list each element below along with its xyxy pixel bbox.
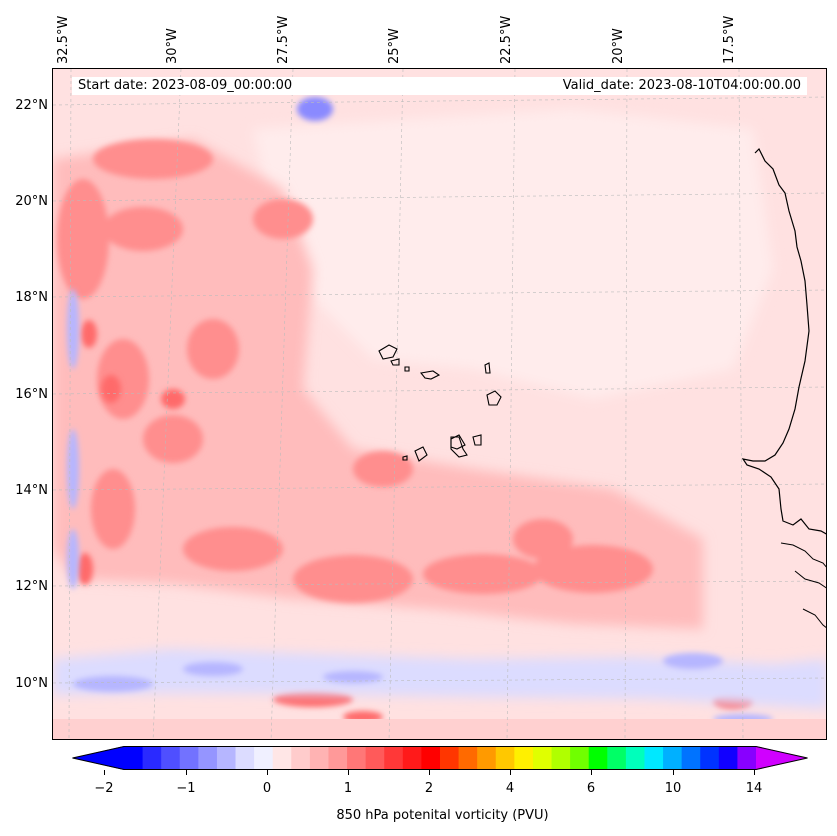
latitude-label: 16°N [15,387,48,402]
coastline [802,608,826,629]
colorbar-cell [216,746,237,770]
latitude-label: 20°N [15,194,48,209]
colorbar-tickmark [104,770,105,775]
colorbar-cell [514,746,534,770]
latitude-label: 12°N [15,579,48,594]
negative-pv-cells [67,289,773,724]
colorbar-tick-label: −2 [94,781,114,796]
colorbar-cell [198,746,218,770]
colorbar-tickmark [267,770,268,775]
colorbar-tick-label: 14 [745,781,763,796]
colorbar-tickmark [186,770,187,775]
colorbar-label: 850 hPa potenital vorticity (PVU) [336,808,549,823]
low-pv-region [253,109,773,399]
colorbar-tickmark [510,770,511,775]
start-date-label: Start date: 2023-08-09_00:00:00 [78,78,293,93]
colorbar-cell [700,746,720,770]
colorbar-cell [737,746,757,770]
colorbar-outline [72,746,808,770]
colorbar-tick-label: 0 [262,781,272,796]
latitude-label: 18°N [15,290,48,305]
colorbar-cell [384,746,404,770]
colorbar-cell [607,746,627,770]
longitude-label: 30°W [165,28,180,64]
colorbar-tickmark [673,770,674,775]
colorbar-cell [347,746,367,770]
negative-pv-peak [297,97,333,121]
coastline [741,147,826,535]
colorbar-cell [681,746,701,770]
latitude-label: 10°N [15,676,48,691]
longitude-label: 27.5°W [276,15,291,64]
coastline [794,570,826,589]
colorbar-cell [179,746,199,770]
colorbar-cell [291,746,311,770]
longitude-label: 22.5°W [499,15,514,64]
colorbar-cell [663,746,683,770]
colorbar-cell [124,746,144,770]
colorbar-cell [477,746,497,770]
colorbar-under-arrow [72,746,124,770]
colorbar-tickmark [348,770,349,775]
colorbar-tickmark [591,770,592,775]
colorbar-cell [718,746,739,770]
colorbar-cell [254,746,274,770]
colorbar-cell [551,746,571,770]
longitude-label: 32.5°W [56,15,71,64]
colorbar-cell [532,746,553,770]
colorbar-cell [495,746,515,770]
longitude-label: 17.5°W [722,15,737,64]
colorbar-cell [328,746,348,770]
graticule [53,69,826,739]
valid-date-label: Valid_date: 2023-08-10T04:00:00.00 [562,78,801,93]
colorbar-tick-label: 6 [586,781,596,796]
colorbar [72,746,808,770]
potential-vorticity-map [53,69,826,739]
colorbar-cell [272,746,292,770]
info-bar: Start date: 2023-08-09_00:00:00 Valid_da… [72,77,807,95]
latitude-label: 22°N [15,98,48,113]
colorbar-tickmark [429,770,430,775]
colorbar-cell [440,746,460,770]
colorbar-label-row: 850 hPa potenital vorticity (PVU) [0,808,837,823]
longitude-label: 20°W [611,28,626,64]
colorbar-tick-label: 10 [664,781,682,796]
colorbar-cell [570,746,590,770]
colorbar-over-arrow [756,746,808,770]
colorbar-cell [625,746,646,770]
colorbar-cell [309,746,330,770]
colorbar-cell [402,746,423,770]
map-panel[interactable] [52,68,827,740]
latitude-label: 14°N [15,483,48,498]
colorbar-cell [365,746,385,770]
colorbar-tick-label: −1 [176,781,196,796]
colorbar-cell [588,746,608,770]
colorbar-cell [458,746,478,770]
negative-pv-band [53,649,826,709]
cape-verde-islands [378,344,502,462]
colorbar-tick-label: 1 [343,781,353,796]
coastline [780,542,826,568]
colorbar-tickmark [754,770,755,775]
colorbar-tick-label: 2 [424,781,434,796]
colorbar-tick-label: 4 [505,781,515,796]
colorbar-cell [161,746,181,770]
colorbar-cell [235,746,255,770]
moderate-pv-band [53,139,703,629]
longitude-label: 25°W [387,28,402,64]
colorbar-cell [142,746,162,770]
colorbar-cell [644,746,664,770]
colorbar-cell [421,746,441,770]
southern-edge-field [53,719,826,739]
